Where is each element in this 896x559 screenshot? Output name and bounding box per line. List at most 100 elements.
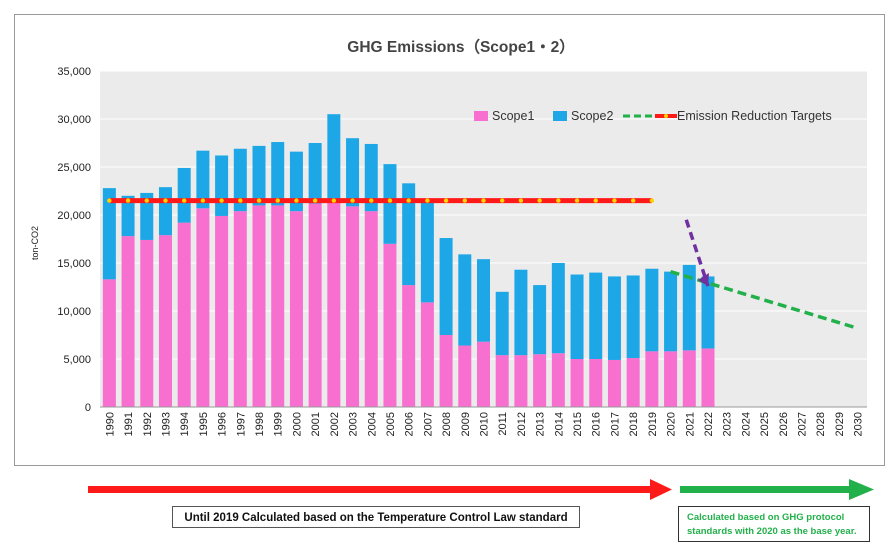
x-tick-label: 2018	[628, 412, 640, 436]
bar-scope2	[383, 164, 397, 244]
bar-scope2	[233, 148, 247, 212]
period-caption-temperature-law: Until 2019 Calculated based on the Tempe…	[172, 506, 580, 528]
x-tick-label: 2020	[666, 412, 678, 436]
target-marker	[181, 198, 187, 203]
x-tick-label: 1990	[104, 412, 116, 436]
bar-scope1	[439, 335, 453, 407]
target-marker	[425, 198, 430, 203]
target-marker	[518, 198, 524, 203]
target-marker	[125, 198, 131, 203]
bar-scope1	[701, 348, 715, 407]
x-tick-label: 2019	[647, 412, 659, 436]
target-marker	[331, 198, 337, 203]
x-tick-label: 2009	[460, 412, 472, 436]
chart-title: GHG Emissions（Scope1・2）	[347, 38, 574, 56]
x-tick-label: 2026	[778, 412, 790, 436]
target-marker	[350, 198, 355, 203]
bar-scope1	[570, 359, 584, 407]
target-marker	[537, 198, 542, 203]
x-tick-label: 1999	[273, 412, 285, 436]
x-tick-label: 2029	[834, 412, 846, 436]
x-tick-label: 2015	[572, 412, 584, 436]
period-caption-ghg-protocol: Calculated based on GHG protocol standar…	[678, 506, 870, 542]
bar-scope1	[308, 203, 322, 407]
period-arrow-left-shaft	[88, 486, 650, 493]
x-tick-label: 1998	[254, 412, 266, 436]
bar-scope1	[682, 350, 696, 407]
x-tick-label: 1992	[142, 412, 154, 436]
bar-scope1	[252, 205, 266, 407]
bar-scope2	[289, 151, 303, 212]
target-marker	[462, 198, 467, 203]
bar-scope2	[533, 285, 547, 355]
x-tick-label: 2010	[479, 412, 491, 436]
bar-scope1	[215, 215, 229, 407]
bar-scope2	[271, 142, 285, 206]
legend-label-scope1: Scope1	[492, 109, 534, 123]
x-tick-label: 2004	[366, 412, 378, 436]
bar-scope2	[458, 254, 472, 346]
bar-scope2	[495, 291, 509, 356]
x-tick-label: 2023	[722, 412, 734, 436]
bar-scope2	[196, 150, 210, 209]
bar-scope2	[589, 272, 603, 359]
bar-scope1	[645, 351, 659, 407]
x-tick-label: 1995	[198, 412, 210, 436]
x-tick-label: 1996	[217, 412, 229, 436]
bar-scope1	[626, 358, 640, 407]
target-marker	[406, 198, 411, 203]
target-marker	[144, 198, 149, 203]
bar-scope1	[346, 206, 360, 407]
y-tick-label: 0	[85, 402, 91, 414]
bar-scope2	[439, 238, 453, 335]
y-tick-label: 15,000	[57, 258, 91, 270]
bar-scope1	[271, 205, 285, 407]
bar-scope2	[215, 155, 229, 216]
target-marker	[369, 198, 374, 203]
bar-scope1	[102, 279, 116, 407]
bar-scope2	[645, 268, 659, 352]
bar-scope2	[140, 192, 154, 240]
x-tick-label: 2030	[853, 412, 865, 436]
bar-scope1	[327, 199, 341, 407]
target-marker	[612, 198, 617, 203]
bar-scope1	[477, 341, 490, 407]
x-tick-label: 1994	[179, 412, 191, 436]
bar-scope1	[420, 302, 434, 407]
target-marker	[107, 198, 112, 203]
bar-scope1	[289, 211, 303, 407]
bar-scope2	[252, 145, 266, 206]
bar-scope2	[607, 276, 621, 360]
reduction-arrow-head	[697, 273, 709, 287]
legend-swatch-scope2	[553, 111, 567, 121]
target-marker	[238, 198, 243, 203]
x-tick-label: 2027	[797, 412, 809, 436]
x-tick-label: 1997	[235, 412, 247, 436]
target-marker	[163, 198, 168, 203]
x-tick-label: 2011	[497, 412, 509, 436]
x-tick-label: 2002	[329, 412, 341, 436]
x-tick-label: 2000	[291, 412, 303, 436]
target-marker	[312, 198, 318, 203]
bar-scope2	[514, 269, 528, 356]
bar-scope1	[233, 211, 247, 407]
bar-scope1	[664, 351, 678, 407]
x-tick-label: 2005	[385, 412, 397, 436]
x-tick-label: 2021	[684, 412, 696, 436]
bar-scope2	[551, 263, 565, 354]
target-marker	[574, 198, 580, 203]
bar-scope2	[121, 195, 135, 237]
bar-scope1	[495, 355, 509, 407]
x-tick-label: 2016	[591, 412, 603, 436]
target-marker	[256, 198, 262, 203]
x-tick-label: 2014	[553, 412, 565, 436]
bar-scope1	[607, 359, 621, 407]
target-marker	[200, 198, 206, 203]
bar-scope1	[589, 359, 603, 407]
y-tick-label: 30,000	[57, 114, 91, 126]
x-tick-label: 2022	[703, 412, 715, 436]
bar-scope2	[364, 143, 378, 212]
period-arrow-right-shaft	[680, 486, 850, 493]
bar-scope2	[177, 167, 191, 223]
